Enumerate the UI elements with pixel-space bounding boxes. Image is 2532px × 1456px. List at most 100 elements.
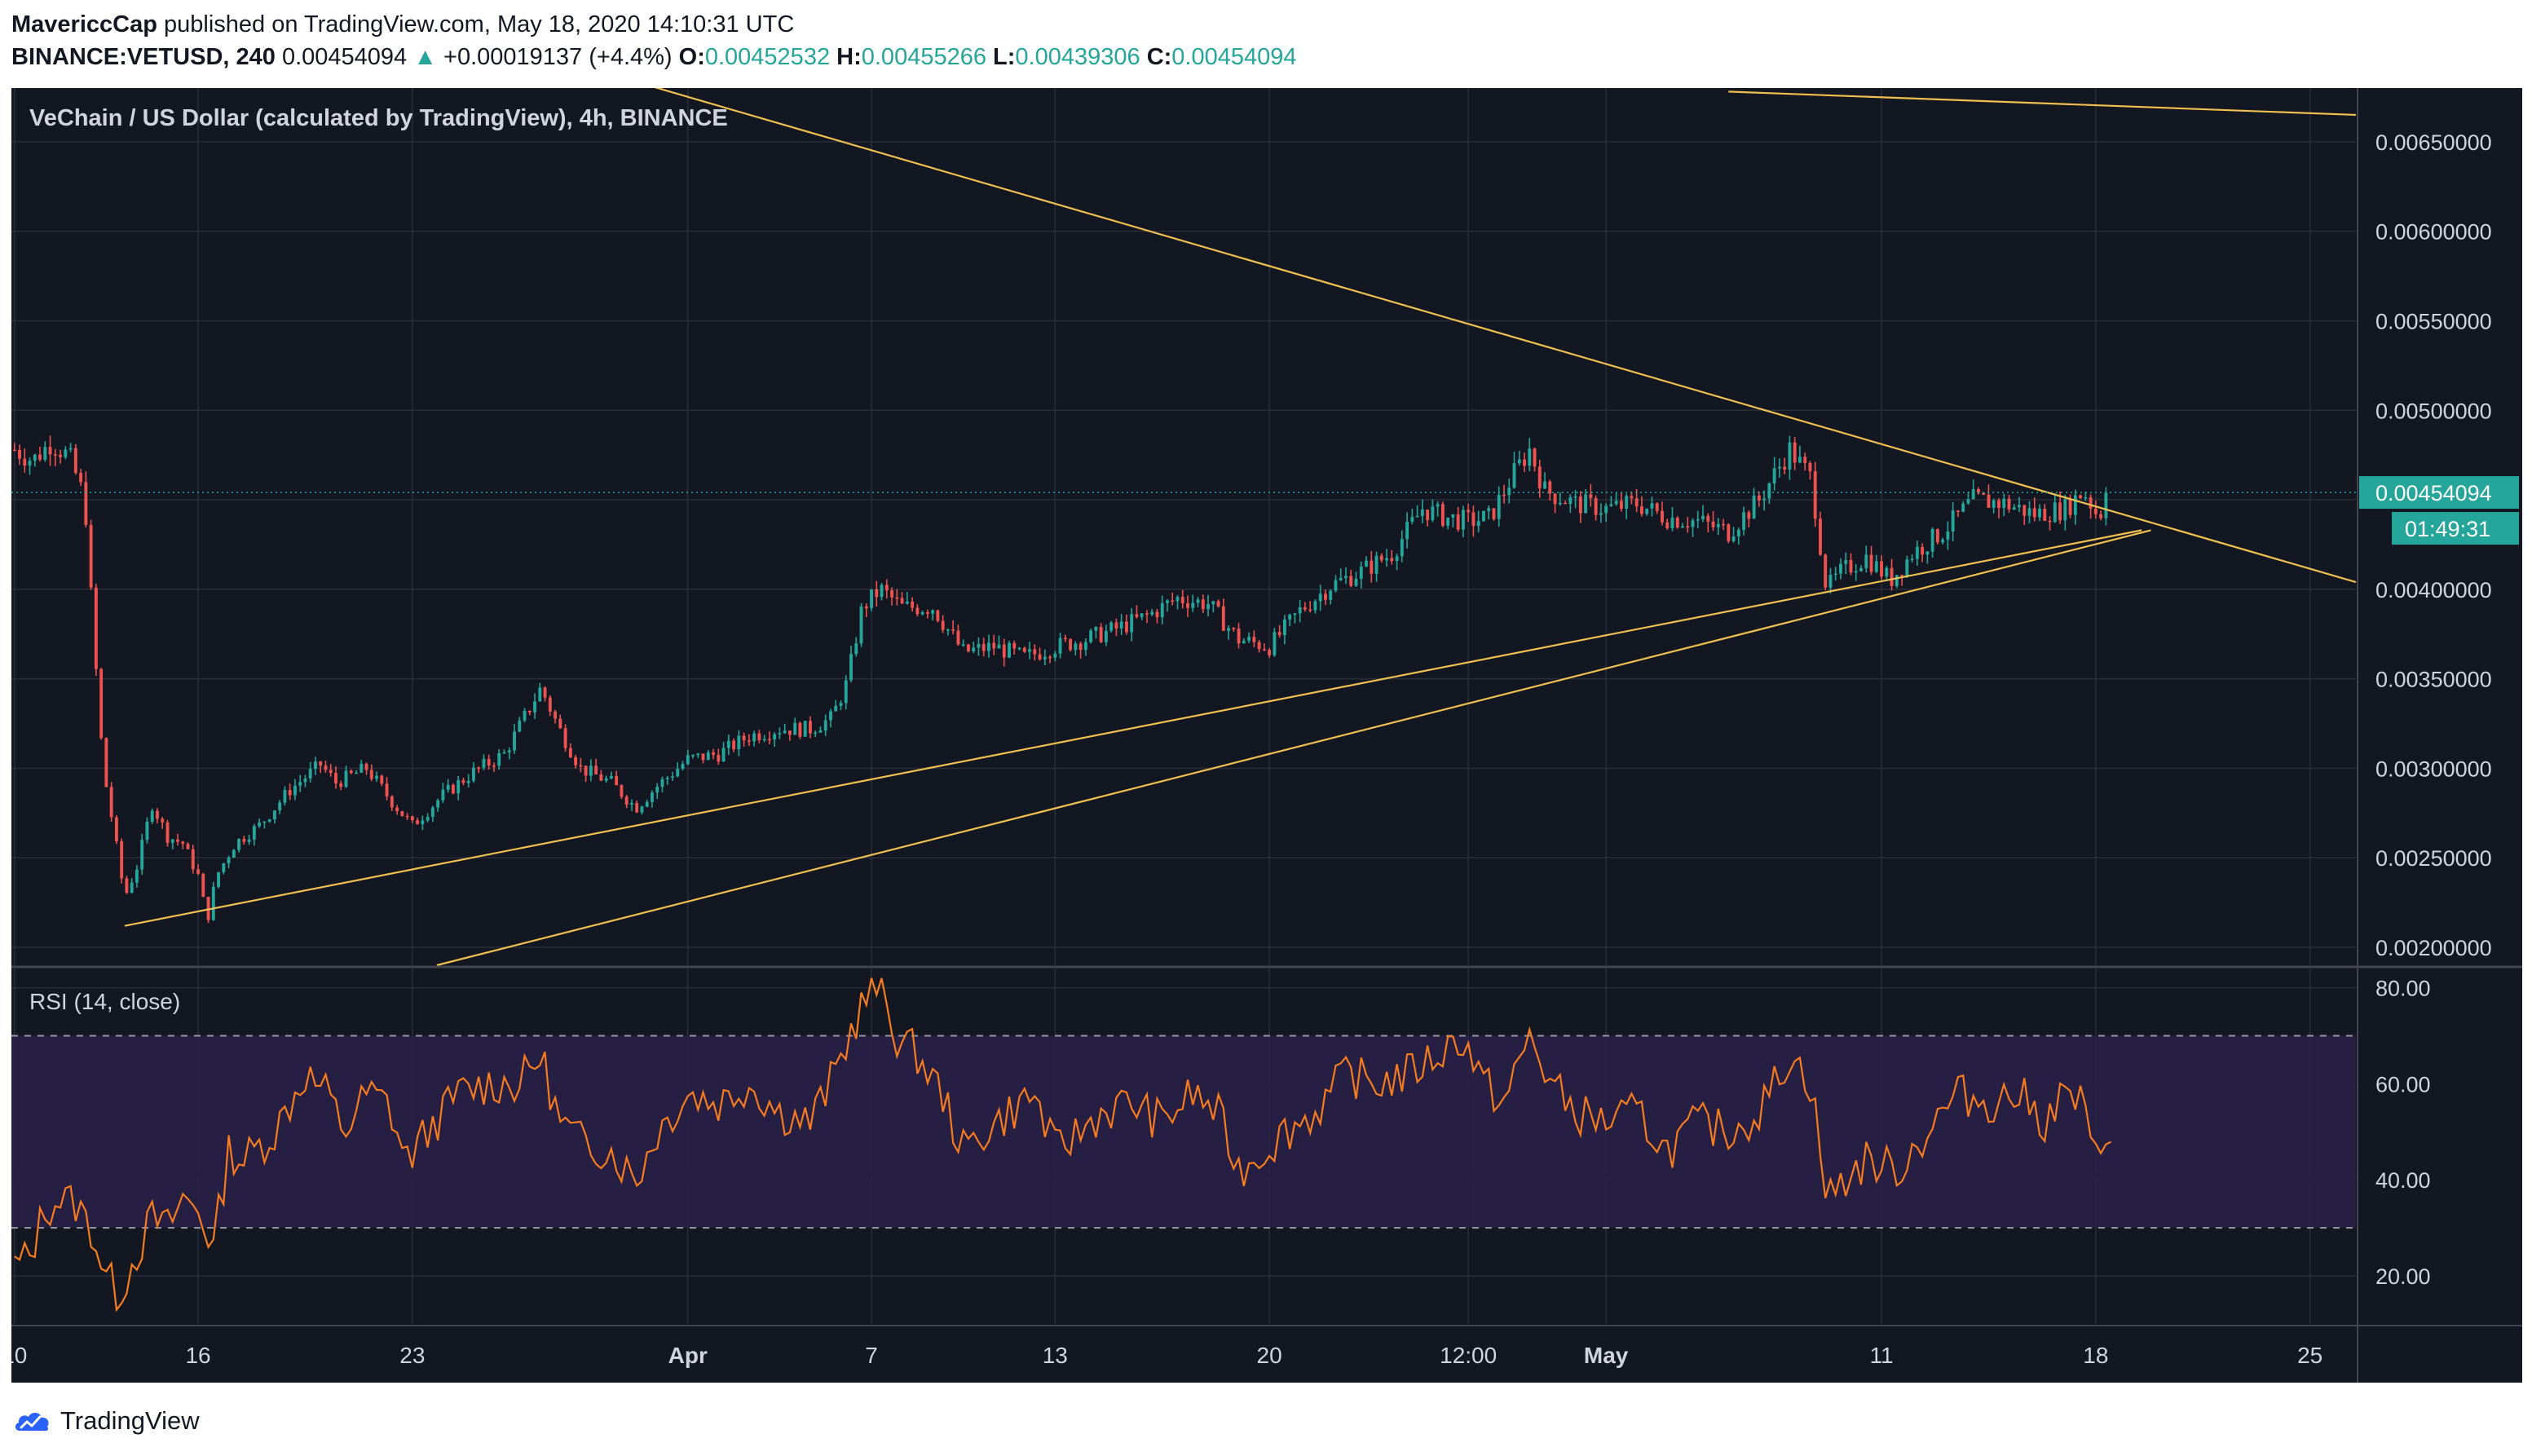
candle [712,748,715,760]
candle-body [59,454,63,457]
candle-body [579,765,583,767]
candle-body [1242,641,1246,644]
candle [2079,494,2083,499]
candle-body [543,687,547,698]
candle-body [1777,466,1781,469]
candle-body [1681,526,1684,528]
candle [1890,558,1894,591]
candle-body [1099,627,1103,642]
candle [2023,505,2027,526]
candle-body [38,454,42,460]
candle [1166,598,1169,612]
candle [99,668,104,740]
candle [1365,556,1368,567]
candle [987,634,990,658]
candle-body [1564,502,1568,505]
candle-body [1625,496,1629,509]
candle [242,836,246,845]
tradingview-brand[interactable]: TradingView [60,1406,200,1435]
candle [977,637,981,656]
candle-body [288,790,292,796]
candle [1824,553,1828,591]
candle [752,730,757,747]
candle-body [538,687,542,702]
candle [2104,487,2108,526]
candle [1145,610,1149,624]
candle-body [1946,531,1950,540]
candle [1318,585,1322,611]
candle [1017,646,1021,651]
candle [767,731,771,744]
candle-body [1824,554,1828,588]
candle-body [875,589,879,598]
candle [956,624,960,646]
candle-body [1941,539,1945,543]
candle [803,721,807,737]
candle [375,771,378,783]
candle-body [1069,639,1073,651]
time-tick-label: May [1584,1343,1629,1368]
candle-body [701,753,705,761]
publisher-name[interactable]: MavericcCap [11,11,157,38]
candle [844,675,848,710]
candle-body [1982,492,1986,495]
candle [262,821,267,829]
candle-body [1415,515,1419,518]
candle [314,757,317,775]
candle-body [563,728,567,748]
candle [28,457,32,475]
price-pane-title: VeChain / US Dollar (calculated by Tradi… [29,105,728,131]
candle [482,754,486,770]
candle [1661,501,1664,526]
rsi-axis[interactable]: 80.00 60.00 40.00 20.00 [2375,977,2431,1290]
candle [1885,566,1889,580]
candle [1747,510,1751,527]
candle-body [1670,518,1674,529]
candle-body [1446,517,1450,526]
candle [176,833,179,846]
candle [615,770,619,786]
tradingview-cloud-icon[interactable] [13,1406,52,1436]
candle [237,838,241,853]
chart-area[interactable]: VeChain / US Dollar (calculated by Tradi… [2,68,2522,1383]
candle [2027,501,2031,523]
candle [1966,492,1970,505]
candle [1762,490,1767,511]
candle-body [1002,644,1006,658]
candle-body [839,703,843,706]
candle [778,727,782,739]
candle-body [1166,600,1169,603]
candle [1028,642,1031,660]
candle [1221,598,1225,632]
open-value: 0.00452532 [704,44,831,70]
chart-svg[interactable]: VeChain / US Dollar (calculated by Tradi… [2,68,2522,1383]
candle-body [2084,496,2088,499]
candle [344,766,348,788]
candle-body [1426,510,1430,520]
candle-body [1191,602,1195,608]
candle [120,838,124,884]
candle [1043,649,1047,666]
candle-body [1736,529,1740,536]
candle-body [599,774,603,781]
candle [1206,594,1210,617]
candle [416,817,420,825]
candle [1523,452,1526,473]
symbol-label[interactable]: BINANCE:VETUSD, 240 [11,44,276,70]
candle-body [457,780,461,794]
candle [43,441,47,462]
candle-body [849,654,853,681]
candle-body [1701,515,1705,520]
low-label: L: [993,44,1016,70]
candle-body [1124,621,1128,633]
rsi-layer [14,977,2112,1313]
candle-body [880,585,884,598]
candle [53,448,57,466]
candle-body [1639,506,1643,514]
last-price: 0.00454094 [281,44,408,70]
candle-body [405,815,409,818]
candle-body [660,779,664,788]
candle-body [1273,632,1277,655]
candle [1012,640,1017,655]
candle [130,878,134,893]
